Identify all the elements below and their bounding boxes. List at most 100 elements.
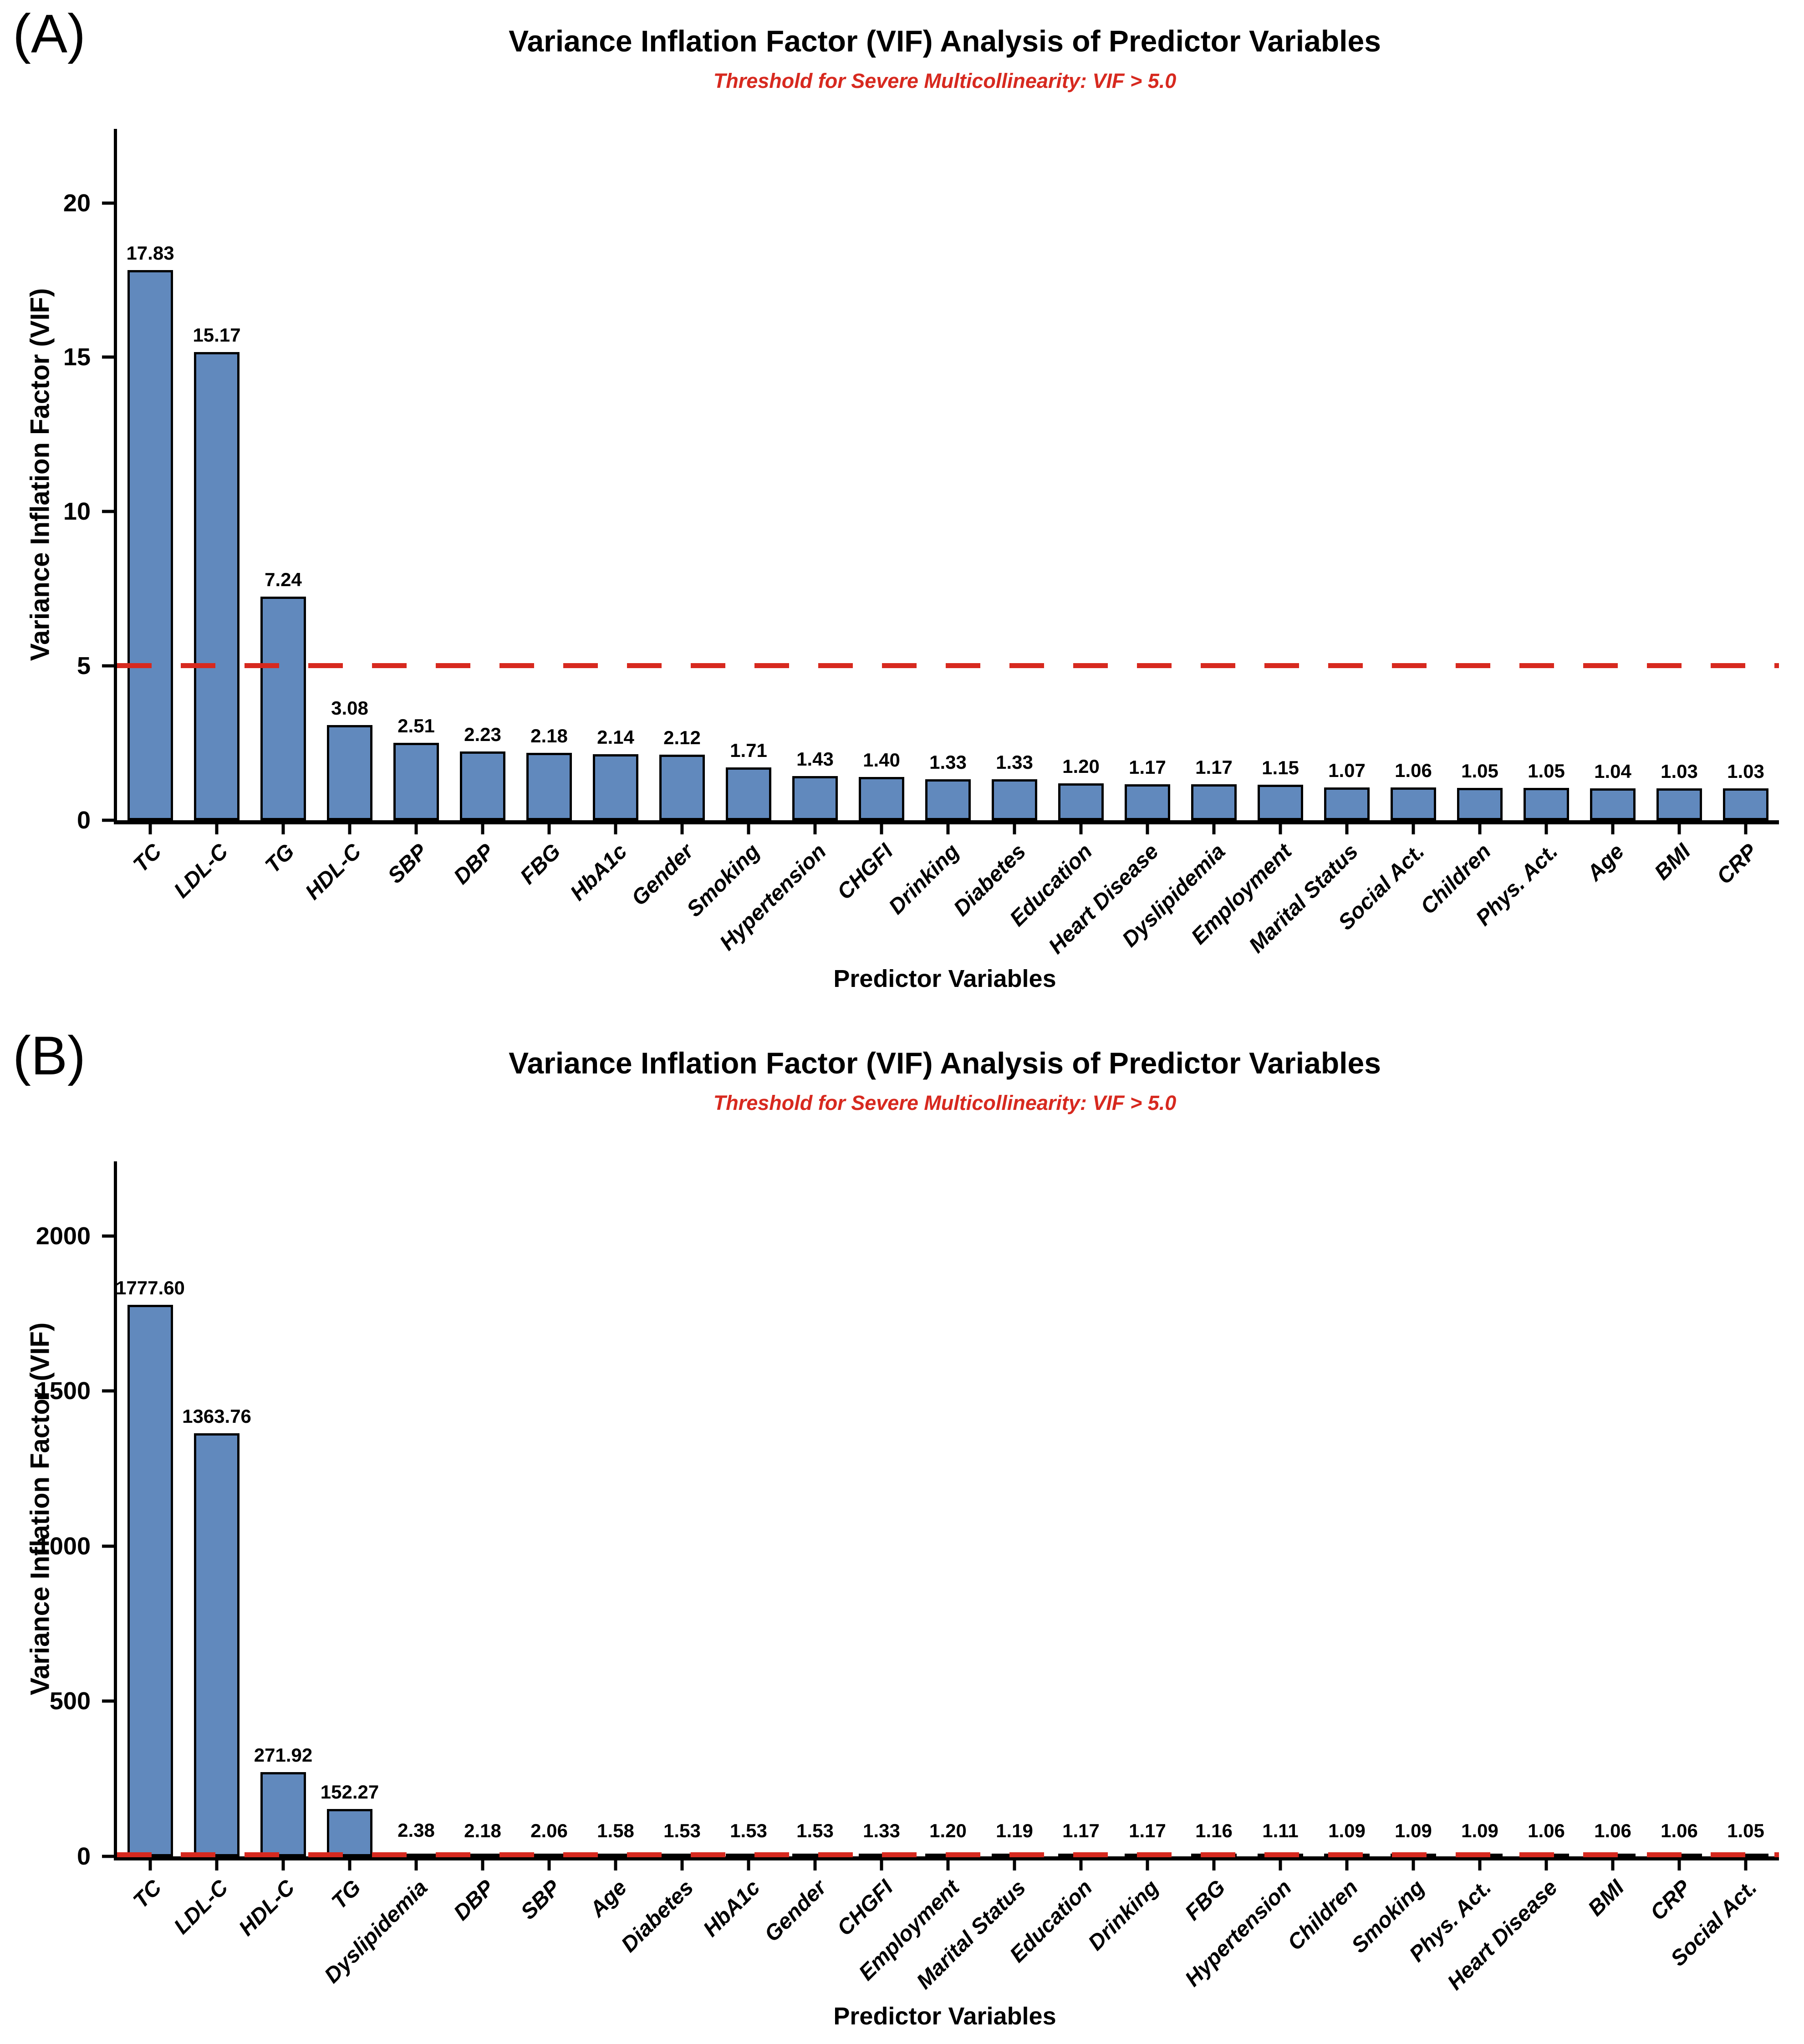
x-tick-mark (1611, 1860, 1615, 1870)
bar-value-label: 271.92 (254, 1744, 313, 1766)
x-tick-mark (148, 824, 152, 834)
bar-value-label: 1.15 (1262, 757, 1299, 779)
bar (127, 270, 173, 820)
bar-value-label: 1.09 (1328, 1820, 1366, 1842)
bar-value-label: 1.07 (1328, 759, 1366, 781)
bar (792, 776, 838, 820)
bar-value-label: 1.05 (1727, 1820, 1764, 1842)
x-tick-label: HDL-C (301, 839, 366, 904)
bar (327, 1809, 372, 1856)
bar (1125, 784, 1170, 820)
x-tick-label: Gender (760, 1875, 831, 1947)
x-tick-mark (281, 1860, 285, 1870)
bar (1191, 784, 1237, 820)
y-tick-label: 20 (63, 189, 91, 217)
bar-value-label: 152.27 (320, 1781, 379, 1803)
x-tick-mark (1478, 824, 1482, 834)
x-tick-label: SBP (516, 1875, 566, 1925)
y-tick-mark (102, 818, 114, 822)
x-tick-label: CHGFI (832, 1875, 898, 1941)
bar (659, 755, 705, 820)
x-tick-label: LDL-C (169, 1875, 233, 1939)
y-tick-mark (102, 1855, 114, 1858)
bar-value-label: 1.53 (730, 1819, 767, 1841)
x-tick-mark (813, 824, 817, 834)
x-tick-mark (547, 1860, 551, 1870)
threshold-line (117, 1852, 1779, 1857)
x-tick-mark (1079, 824, 1083, 834)
y-tick-label: 2000 (36, 1222, 91, 1250)
bar (260, 1772, 306, 1856)
y-tick-mark (102, 1544, 114, 1548)
x-tick-label: LDL-C (169, 839, 233, 903)
bar (859, 777, 904, 820)
x-tick-mark (1412, 1860, 1415, 1870)
x-tick-mark (1279, 824, 1282, 834)
bar (1058, 783, 1104, 820)
y-tick-mark (102, 510, 114, 513)
bar-value-label: 1.06 (1528, 1820, 1565, 1842)
x-tick-mark (148, 1860, 152, 1870)
x-tick-label: CRP (1712, 839, 1762, 889)
y-tick-mark (102, 664, 114, 668)
x-tick-label: DBP (449, 839, 499, 889)
bar-value-label: 1.16 (1195, 1820, 1233, 1842)
x-tick-mark (880, 824, 883, 834)
bar-value-label: 2.14 (597, 726, 634, 748)
bar (992, 779, 1037, 820)
y-tick-label: 1000 (36, 1532, 91, 1560)
x-tick-mark (215, 824, 219, 834)
y-tick-label: 5 (76, 652, 91, 680)
bar-value-label: 2.06 (530, 1819, 568, 1841)
x-tick-mark (1677, 824, 1681, 834)
bar-value-label: 1.03 (1727, 761, 1764, 782)
bar-value-label: 1.19 (996, 1820, 1033, 1842)
x-tick-mark (215, 1860, 219, 1870)
bar-value-label: 1777.60 (116, 1277, 185, 1299)
x-tick-mark (1677, 1860, 1681, 1870)
bar (1656, 788, 1702, 820)
bar-value-label: 1.33 (929, 751, 967, 773)
bar (526, 753, 572, 820)
bar-value-label: 1.09 (1461, 1820, 1498, 1842)
x-tick-mark (1544, 824, 1548, 834)
x-tick-mark (1744, 1860, 1748, 1870)
bar-value-label: 1.05 (1528, 760, 1565, 782)
y-axis-label: Variance Inflation Factor (VIF) (25, 288, 55, 661)
x-tick-mark (481, 1860, 484, 1870)
x-tick-mark (1212, 1860, 1216, 1870)
bar-value-label: 1.20 (1062, 755, 1100, 777)
bar (1324, 787, 1370, 820)
x-tick-mark (1013, 824, 1016, 834)
x-tick-mark (946, 824, 950, 834)
x-tick-mark (680, 1860, 684, 1870)
y-tick-mark (102, 1389, 114, 1393)
bar-value-label: 1.03 (1661, 761, 1698, 782)
bar-value-label: 1.06 (1395, 760, 1432, 782)
x-tick-label: FBG (1180, 1875, 1230, 1926)
x-tick-label: TG (260, 839, 300, 878)
bar-value-label: 1.17 (1129, 1820, 1166, 1842)
bar-value-label: 1.53 (663, 1819, 701, 1841)
bar-value-label: 1.53 (796, 1819, 834, 1841)
x-tick-mark (414, 1860, 418, 1870)
bar-value-label: 17.83 (126, 242, 174, 264)
bar-value-label: 1.17 (1129, 756, 1166, 778)
x-tick-mark (614, 1860, 617, 1870)
bar-value-label: 1.58 (597, 1819, 634, 1841)
x-tick-mark (1279, 1860, 1282, 1870)
x-tick-mark (348, 1860, 352, 1870)
x-tick-label: TC (128, 1875, 167, 1913)
x-tick-label: HDL-C (234, 1875, 300, 1941)
x-tick-mark (880, 1860, 883, 1870)
x-tick-label: TG (327, 1875, 366, 1914)
threshold-subtitle: Threshold for Severe Multicollinearity: … (713, 1091, 1177, 1114)
bar-value-label: 1.09 (1395, 1820, 1432, 1842)
bar-value-label: 1.71 (730, 740, 767, 761)
x-tick-mark (1079, 1860, 1083, 1870)
x-tick-mark (614, 824, 617, 834)
bar-value-label: 1.40 (863, 749, 900, 771)
x-tick-label: Age (585, 1875, 632, 1922)
x-tick-mark (813, 1860, 817, 1870)
